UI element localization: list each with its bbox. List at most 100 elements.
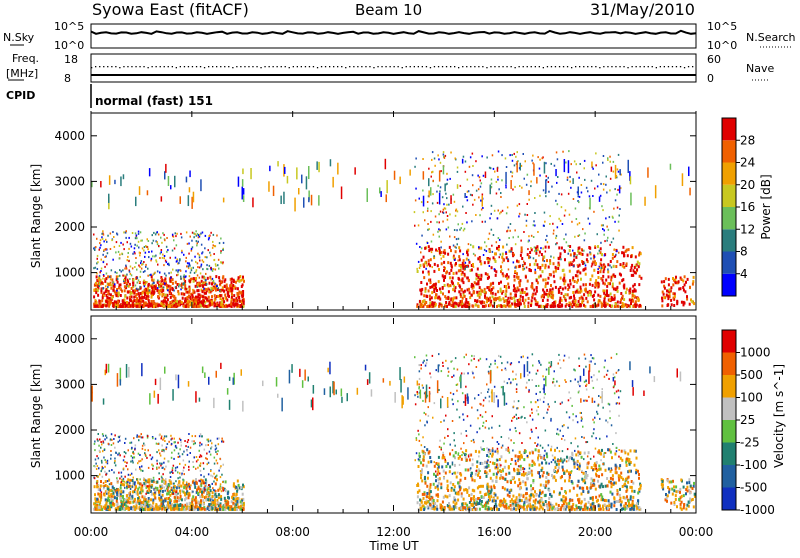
heatmap-cell xyxy=(498,151,500,153)
nave-point xyxy=(398,66,399,67)
nave-point xyxy=(148,67,149,68)
heatmap-cell xyxy=(208,290,210,293)
heatmap-cell xyxy=(455,296,457,299)
heatmap-cell xyxy=(613,208,615,210)
heatmap-cell xyxy=(169,289,171,291)
heatmap-cell xyxy=(143,498,145,501)
heatmap-cell xyxy=(574,160,576,162)
heatmap-cell xyxy=(547,295,549,298)
heatmap-cell xyxy=(517,151,519,153)
heatmap-cell xyxy=(494,171,496,173)
heatmap-cell xyxy=(161,478,163,480)
heatmap-cell xyxy=(591,274,593,277)
heatmap-cell xyxy=(135,444,137,446)
heatmap-cell xyxy=(108,283,110,286)
heatmap-cell xyxy=(124,275,126,277)
heatmap-cell xyxy=(98,445,100,447)
heatmap-cell xyxy=(379,187,381,193)
heatmap-cell xyxy=(470,156,472,158)
heatmap-cell xyxy=(573,255,575,257)
heatmap-cell xyxy=(526,184,528,186)
heatmap-cell xyxy=(428,259,430,262)
heatmap-cell xyxy=(419,267,421,269)
heatmap-cell xyxy=(110,248,112,250)
heatmap-cell xyxy=(478,293,480,296)
heatmap-cell xyxy=(479,278,481,281)
heatmap-cell xyxy=(165,260,167,262)
heatmap-cell xyxy=(157,280,159,282)
heatmap-cell xyxy=(501,154,503,156)
heatmap-cell xyxy=(454,229,456,231)
heatmap-cell xyxy=(117,301,119,304)
heatmap-cell xyxy=(443,154,445,156)
heatmap-cell xyxy=(196,460,198,462)
heatmap-cell xyxy=(478,305,480,308)
heatmap-cell xyxy=(423,211,425,213)
heatmap-cell xyxy=(475,214,477,216)
heatmap-cell xyxy=(605,304,607,307)
heatmap-cell xyxy=(495,274,497,277)
heatmap-cell xyxy=(619,169,621,175)
heatmap-cell xyxy=(210,440,212,442)
heatmap-cell xyxy=(496,181,498,183)
heatmap-cell xyxy=(670,299,672,302)
heatmap-cell xyxy=(160,505,162,508)
heatmap-cell xyxy=(430,258,432,261)
heatmap-cell xyxy=(445,472,447,475)
heatmap-cell xyxy=(142,490,144,492)
heatmap-cell xyxy=(136,436,138,438)
heatmap-cell xyxy=(104,494,106,497)
heatmap-cell xyxy=(96,285,98,287)
heatmap-cell xyxy=(161,293,163,296)
power-heatmap xyxy=(91,150,695,308)
heatmap-cell xyxy=(464,295,466,298)
heatmap-cell xyxy=(544,162,546,174)
heatmap-cell xyxy=(539,159,541,161)
heatmap-cell xyxy=(134,448,136,450)
heatmap-cell xyxy=(502,253,504,256)
heatmap-cell xyxy=(139,252,141,254)
heatmap-cell xyxy=(564,280,566,283)
heatmap-cell xyxy=(131,473,133,475)
nave-point xyxy=(587,66,588,67)
heatmap-cell xyxy=(156,481,158,484)
heatmap-cell xyxy=(215,269,217,271)
heatmap-cell xyxy=(535,448,537,451)
heatmap-cell xyxy=(619,215,621,217)
heatmap-cell xyxy=(497,290,499,293)
heatmap-cell xyxy=(179,284,181,286)
heatmap-cell xyxy=(458,278,460,281)
heatmap-cell xyxy=(518,276,520,279)
heatmap-cell xyxy=(337,163,339,175)
colorbar-swatch xyxy=(722,163,736,185)
nave-point xyxy=(317,67,318,68)
heatmap-cell xyxy=(190,272,192,274)
heatmap-cell xyxy=(318,162,320,172)
heatmap-cell xyxy=(135,485,137,487)
heatmap-cell xyxy=(479,176,481,178)
heatmap-cell xyxy=(584,233,586,235)
heatmap-cell xyxy=(662,291,664,294)
heatmap-cell xyxy=(580,163,582,165)
heatmap-cell xyxy=(588,218,590,220)
heatmap-cell xyxy=(505,157,507,159)
heatmap-cell xyxy=(606,240,608,242)
nave-point xyxy=(188,66,189,67)
heatmap-cell xyxy=(120,288,122,290)
heatmap-cell xyxy=(467,179,469,181)
heatmap-cell xyxy=(447,179,449,181)
heatmap-cell xyxy=(565,234,567,236)
heatmap-cell xyxy=(519,282,521,285)
colorbar-tick-label: 8 xyxy=(740,245,748,259)
heatmap-cell xyxy=(500,298,502,301)
heatmap-cell xyxy=(603,301,605,304)
heatmap-cell xyxy=(681,278,683,281)
heatmap-cell xyxy=(109,508,111,511)
heatmap-cell xyxy=(462,223,464,225)
heatmap-cell xyxy=(603,270,605,273)
heatmap-cell xyxy=(94,443,96,445)
nave-point xyxy=(139,66,140,67)
heatmap-cell xyxy=(489,286,491,289)
heatmap-cell xyxy=(130,243,132,245)
heatmap-cell xyxy=(172,282,174,285)
